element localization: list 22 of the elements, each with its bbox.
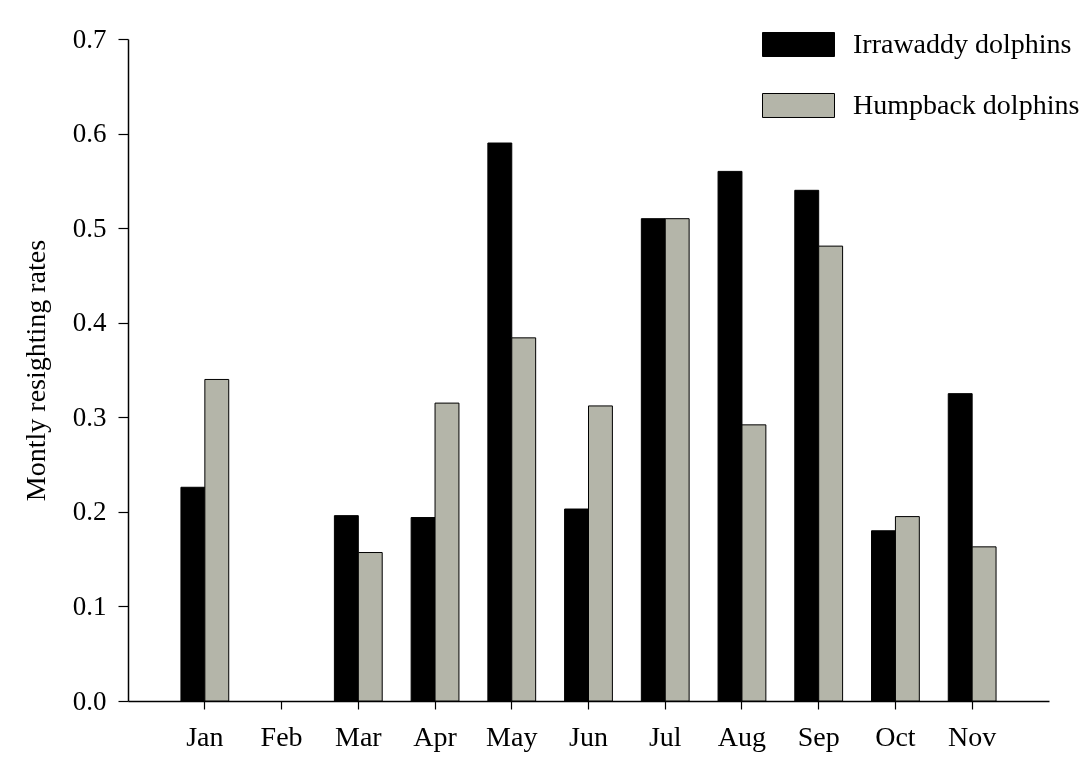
y-tick-label: 0.7 xyxy=(72,23,107,54)
x-tick-label: Mar xyxy=(334,720,383,752)
y-axis-title: Montly resighting rates xyxy=(19,239,51,502)
x-tick-label: Oct xyxy=(875,720,916,752)
x-tick-label: Nov xyxy=(948,720,997,752)
y-tick-label: 0.4 xyxy=(72,307,107,338)
legend-label: Irrawaddy dolphins xyxy=(853,27,1072,59)
y-tick-label: 0.5 xyxy=(72,212,107,243)
x-tick-label: Aug xyxy=(717,720,767,752)
y-tick-label: 0.2 xyxy=(72,496,107,527)
x-tick-label: May xyxy=(486,720,538,752)
legend-label: Humpback dolphins xyxy=(853,88,1080,120)
x-tick-label: Jul xyxy=(648,720,682,752)
y-tick-label: 0.1 xyxy=(72,590,107,621)
x-tick-label: Jun xyxy=(569,720,608,752)
x-tick-label: Apr xyxy=(413,720,458,752)
y-tick-label: 0.0 xyxy=(72,685,107,716)
x-tick-label: Jan xyxy=(186,720,224,752)
y-tick-label: 0.6 xyxy=(72,118,107,149)
x-tick-label: Feb xyxy=(260,720,303,752)
x-tick-label: Sep xyxy=(797,720,840,752)
y-tick-label: 0.3 xyxy=(72,401,107,432)
